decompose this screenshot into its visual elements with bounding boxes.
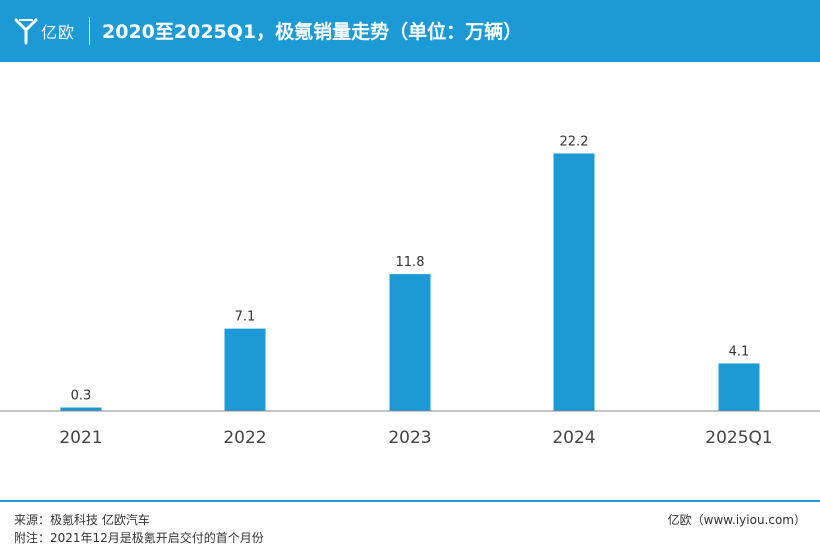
header-divider	[89, 17, 90, 45]
brand-name: 亿欧	[41, 23, 76, 42]
site-credit: 亿欧（www.iyiou.com）	[667, 513, 806, 527]
bar-2025Q1	[718, 363, 760, 411]
value-label-2023: 11.8	[396, 255, 425, 270]
value-label-2022: 7.1	[235, 310, 256, 325]
footer-divider	[0, 500, 820, 502]
bar-chart: 0.3 7.1 11.8 22.2 4.1 2021 2022 2023 2024 2025Q1	[0, 134, 820, 448]
bar-group	[60, 153, 760, 411]
yiou-logo-icon	[14, 18, 38, 45]
header-banner: 亿欧 2020至2025Q1，极氪销量走势（单位：万辆）	[0, 0, 820, 62]
value-label-group: 0.3 7.1 11.8 22.2 4.1	[71, 134, 750, 403]
bar-2024	[553, 153, 595, 411]
footnote: 附注：2021年12月是极氪开启交付的首个月份	[14, 531, 264, 545]
source-note: 来源：极氪科技 亿欧汽车	[14, 513, 150, 527]
bar-2021	[60, 407, 102, 411]
bar-2023	[389, 274, 431, 411]
chart-title: 2020至2025Q1，极氪销量走势（单位：万辆）	[102, 21, 523, 43]
x-tick-label-2021: 2021	[59, 428, 102, 448]
value-label-2025Q1: 4.1	[729, 344, 750, 359]
brand-logo: 亿欧	[14, 16, 75, 46]
x-tick-label-2024: 2024	[552, 428, 595, 448]
x-tick-label-2023: 2023	[388, 428, 431, 448]
x-tick-label-2025Q1: 2025Q1	[705, 428, 772, 448]
bar-2022	[224, 328, 266, 411]
x-tick-label-2022: 2022	[223, 428, 266, 448]
value-label-2024: 22.2	[560, 134, 589, 149]
x-tick-label-group: 2021 2022 2023 2024 2025Q1	[59, 428, 772, 448]
value-label-2021: 0.3	[71, 389, 92, 404]
